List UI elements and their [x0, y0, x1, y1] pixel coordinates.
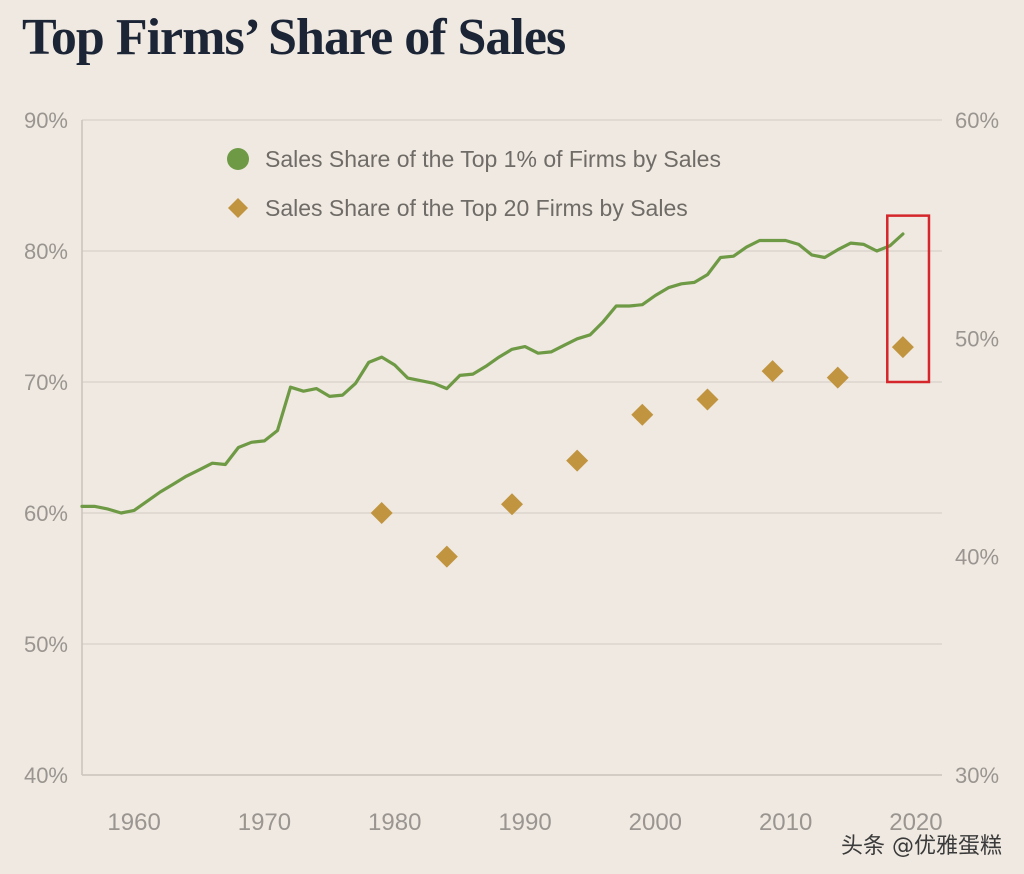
scatter-point-top-20-firms: [631, 403, 654, 426]
y-right-tick-label: 30%: [955, 763, 999, 788]
y-right-tick-label: 60%: [955, 108, 999, 133]
x-tick-label: 2020: [889, 809, 942, 836]
y-left-tick-label: 60%: [24, 501, 68, 526]
series-line-top-1-percent: [80, 232, 905, 515]
scatter-point-top-20-firms: [826, 366, 849, 389]
watermark-text: 头条 @优雅蛋糕: [841, 834, 1002, 859]
x-tick-label: 2010: [759, 809, 812, 836]
legend-marker-diamond: [228, 198, 248, 218]
scatter-point-top-20-firms: [891, 336, 914, 359]
y-left-tick-label: 70%: [24, 370, 68, 395]
scatter-point-top-20-firms: [370, 502, 393, 524]
x-tick-label: 1980: [368, 809, 421, 836]
y-right-tick-label: 50%: [955, 326, 999, 351]
x-tick-label: 1990: [498, 809, 551, 836]
scatter-point-top-20-firms: [435, 545, 458, 568]
scatter-point-top-20-firms: [696, 388, 719, 411]
x-tick-label: 1970: [238, 809, 291, 836]
legend-label: Sales Share of the Top 1% of Firms by Sa…: [265, 146, 721, 172]
y-left-tick-label: 50%: [24, 632, 68, 657]
chart-title: Top Firms’ Share of Sales: [22, 9, 566, 66]
scatter-point-top-20-firms: [566, 449, 589, 472]
scatter-point-top-20-firms: [761, 360, 784, 383]
y-right-tick-label: 40%: [955, 545, 999, 570]
y-left-tick-label: 80%: [24, 239, 68, 264]
x-tick-label: 1960: [107, 809, 160, 836]
legend-marker-circle: [227, 148, 249, 170]
x-tick-label: 2000: [629, 809, 682, 836]
highlight-box: [886, 214, 931, 384]
y-left-tick-label: 90%: [24, 108, 68, 133]
scatter-point-top-20-firms: [501, 493, 523, 516]
y-left-tick-label: 40%: [24, 763, 68, 788]
legend-label: Sales Share of the Top 20 Firms by Sales: [265, 195, 688, 221]
